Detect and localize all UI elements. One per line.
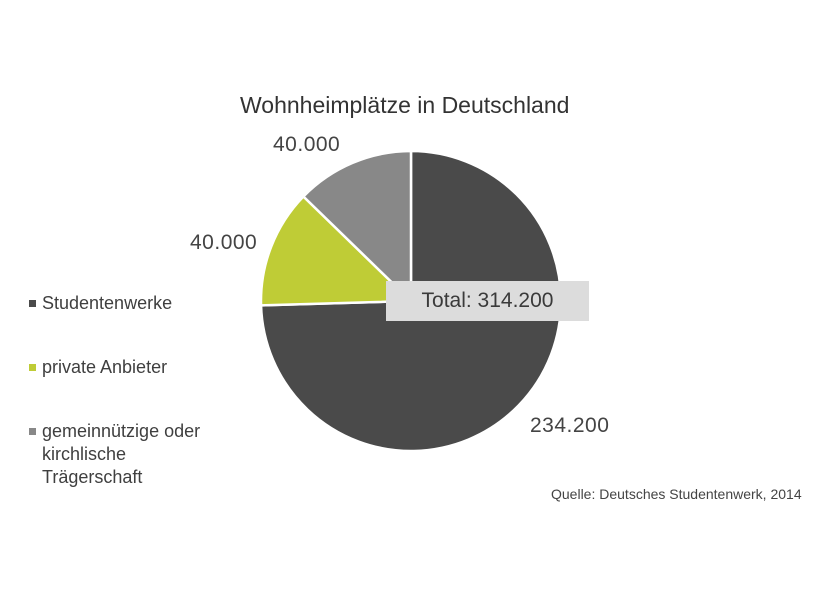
legend-text: Studentenwerke bbox=[42, 292, 172, 315]
legend-item-traegerschaft: gemeinnützige oder kirchlische Trägersch… bbox=[27, 420, 247, 489]
pie-slice-private-anbieter bbox=[259, 195, 413, 307]
slice-label-studentenwerke: 234.200 bbox=[530, 414, 610, 437]
legend-line: private Anbieter bbox=[42, 357, 168, 377]
legend-swatch-dark bbox=[29, 300, 36, 307]
legend-line: gemeinnützige oder bbox=[42, 421, 201, 441]
legend-line: Trägerschaft bbox=[42, 467, 143, 487]
pie-slice-traegerschaft bbox=[302, 149, 413, 303]
source-note: Quelle: Deutsches Studentenwerk, 2014 bbox=[551, 486, 802, 502]
legend-swatch-grey bbox=[29, 428, 36, 435]
legend: Studentenwerke private Anbieter gemeinnü… bbox=[27, 292, 247, 489]
legend-text: private Anbieter bbox=[42, 356, 167, 379]
legend-text: gemeinnützige oder kirchlische Trägersch… bbox=[42, 420, 200, 489]
legend-swatch-green bbox=[29, 364, 36, 371]
legend-item-private-anbieter: private Anbieter bbox=[27, 356, 247, 379]
legend-line: Studentenwerke bbox=[42, 293, 173, 313]
total-badge: Total: 314.200 bbox=[386, 281, 589, 321]
slice-label-traegerschaft: 40.000 bbox=[273, 133, 341, 156]
chart-title: Wohnheimplätze in Deutschland bbox=[240, 92, 570, 118]
total-label: Total: 314.200 bbox=[421, 289, 554, 312]
legend-line: kirchlische bbox=[42, 444, 127, 464]
legend-item-studentenwerke: Studentenwerke bbox=[27, 292, 247, 315]
slice-label-private-anbieter: 40.000 bbox=[190, 231, 258, 254]
